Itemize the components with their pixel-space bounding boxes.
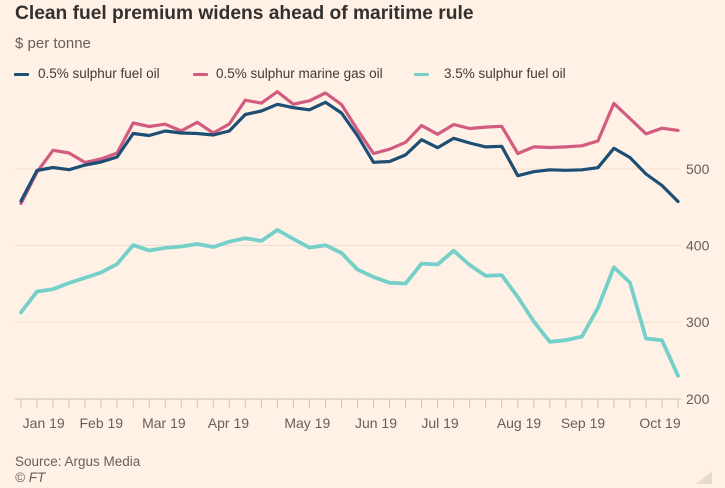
svg-text:400: 400 <box>686 238 710 254</box>
svg-text:Jul 19: Jul 19 <box>421 415 459 431</box>
svg-text:Jan 19: Jan 19 <box>23 415 65 431</box>
svg-text:Jun 19: Jun 19 <box>355 415 397 431</box>
svg-text:Apr 19: Apr 19 <box>208 415 249 431</box>
svg-text:Mar 19: Mar 19 <box>142 415 186 431</box>
svg-text:May 19: May 19 <box>284 415 330 431</box>
svg-text:Feb 19: Feb 19 <box>80 415 124 431</box>
svg-text:Aug 19: Aug 19 <box>497 415 542 431</box>
svg-text:Oct 19: Oct 19 <box>639 415 680 431</box>
svg-text:300: 300 <box>686 314 710 330</box>
svg-text:500: 500 <box>686 161 710 177</box>
svg-text:200: 200 <box>686 391 710 407</box>
svg-text:Sep 19: Sep 19 <box>561 415 606 431</box>
